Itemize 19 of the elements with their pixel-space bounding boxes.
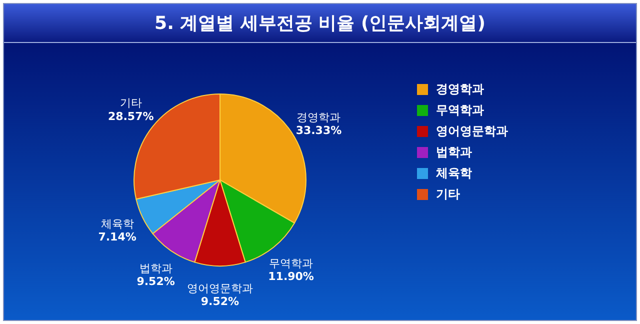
slice-label: 무역학과 (269, 256, 314, 270)
legend-label: 기타 (436, 186, 460, 203)
data-label: 9.52% (136, 275, 175, 288)
data-label: 7.14% (98, 230, 136, 244)
legend-label: 영어영문학과 (436, 123, 508, 140)
slice-label: 기타 (120, 96, 142, 110)
chart-title: 5. 계열별 세부전공 비율 (인문사회계열) (4, 4, 636, 43)
slice-label: 경영학과 (296, 110, 341, 124)
legend-label: 경영학과 (436, 81, 484, 98)
legend-label: 법학과 (436, 144, 472, 161)
data-label: 9.52% (200, 295, 240, 308)
slice-label: 법학과 (139, 262, 172, 275)
legend-label: 체육학 (436, 165, 472, 182)
legend-label: 무역학과 (436, 102, 484, 119)
data-label: 28.57% (108, 110, 154, 123)
slice-label: 영어영문학과 (187, 282, 253, 295)
slice-label: 체육학 (100, 217, 134, 230)
data-label: 33.33% (296, 124, 342, 138)
data-label: 11.90% (268, 270, 314, 284)
